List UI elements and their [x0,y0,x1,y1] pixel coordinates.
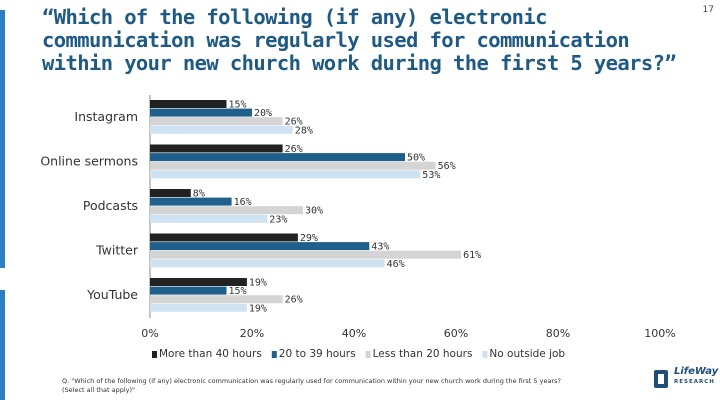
category-label-podcasts: Podcasts [83,198,138,213]
x-tick-label: 0% [141,327,158,340]
bar-instagram-series-1 [150,108,252,117]
data-label: 30% [305,206,323,217]
bar-online-sermons-series-0 [150,144,283,153]
bar-youtube-series-2 [150,295,283,304]
legend-swatch-2 [365,351,371,358]
left-accent-bar-lower [0,290,5,400]
data-label: 46% [387,259,405,270]
data-label: 15% [229,100,247,111]
legend-label-3: No outside job [489,348,565,360]
logo-subtext: RESEARCH [674,379,715,385]
data-label: 19% [249,303,267,314]
data-label: 43% [371,242,389,253]
bar-podcasts-series-0 [150,189,191,197]
data-label: 16% [234,197,252,208]
x-tick-label: 100% [644,327,675,340]
bar-instagram-series-0 [150,100,227,108]
logo-mark-icon [654,370,668,388]
x-tick-label: 60% [444,327,468,340]
bar-twitter-series-0 [150,233,298,242]
data-label: 15% [229,286,247,297]
bar-podcasts-series-1 [150,197,232,206]
bar-podcasts-series-2 [150,206,303,215]
data-label: 23% [269,214,287,225]
data-label: 56% [438,161,456,172]
question-footnote: Q. "Which of the following (if any) elec… [62,377,561,394]
x-tick-label: 20% [240,327,264,340]
logo-text: LifeWay [674,366,719,377]
chart-title: “Which of the following (if any) electro… [42,5,677,75]
legend-swatch-1 [271,351,277,358]
legend-label-1: 20 to 39 hours [279,348,356,360]
bar-instagram-series-3 [150,125,293,134]
data-label: 26% [285,144,303,155]
data-label: 26% [285,117,303,128]
bar-youtube-series-1 [150,286,227,295]
data-label: 61% [463,250,481,261]
bar-instagram-series-2 [150,117,283,126]
data-label: 53% [422,170,440,181]
data-label: 19% [249,278,267,289]
legend-swatch-0 [152,351,157,358]
lifeway-logo: LifeWay RESEARCH [652,360,718,400]
page-number: 17 [702,5,714,15]
legend-label-0: More than 40 hours [159,348,262,360]
category-label-youtube: YouTube [86,287,138,302]
bar-podcasts-series-3 [150,214,268,223]
bar-online-sermons-series-2 [150,161,436,170]
bar-twitter-series-3 [150,259,385,268]
data-label: 20% [254,108,272,119]
category-label-instagram: Instagram [74,109,138,124]
data-label: 50% [407,153,425,164]
bar-twitter-series-1 [150,242,370,251]
category-label-online-sermons: Online sermons [40,154,138,169]
x-tick-label: 80% [546,327,570,340]
bar-online-sermons-series-3 [150,170,421,179]
data-label: 29% [300,233,318,244]
legend-swatch-3 [482,351,488,358]
category-label-twitter: Twitter [95,243,139,258]
bar-online-sermons-series-1 [150,153,405,162]
left-accent-bar [0,10,5,268]
x-tick-label: 40% [342,327,366,340]
data-label: 8% [193,189,205,200]
bar-twitter-series-2 [150,250,462,259]
data-label: 28% [295,125,313,136]
data-label: 26% [285,295,303,306]
bar-youtube-series-3 [150,303,247,312]
bar-youtube-series-0 [150,278,247,286]
legend-label-2: Less than 20 hours [373,348,473,360]
